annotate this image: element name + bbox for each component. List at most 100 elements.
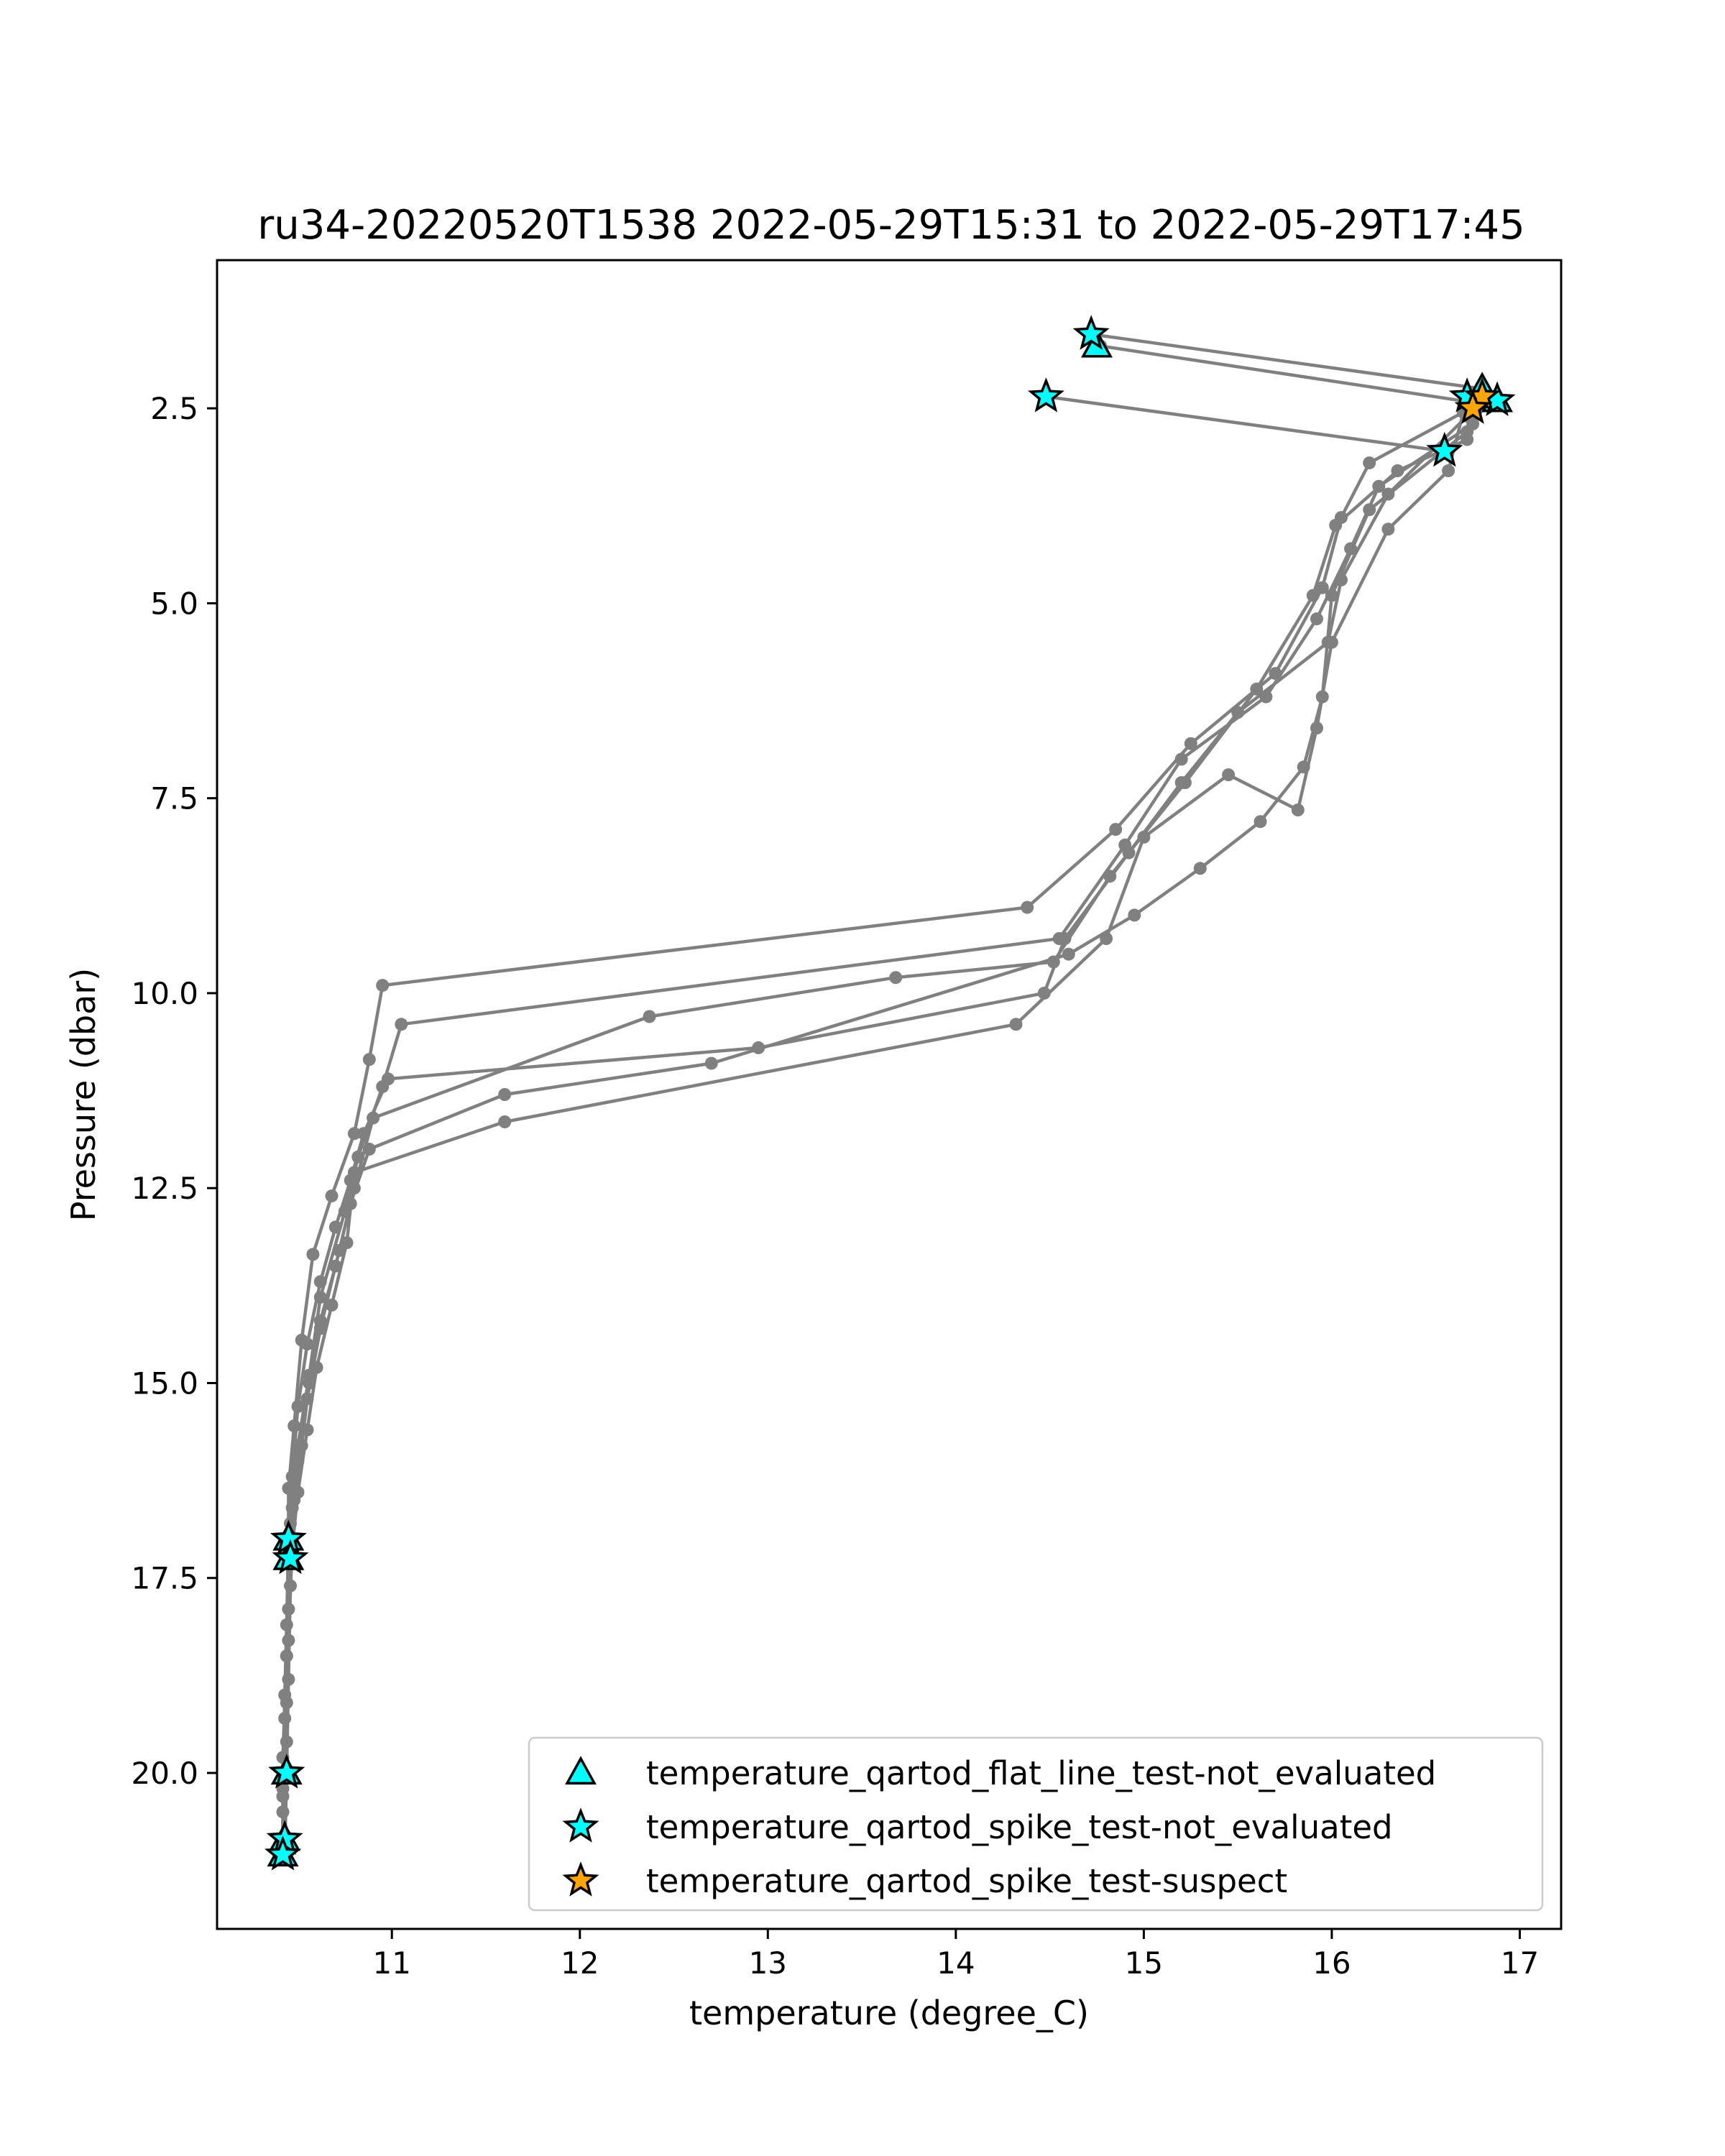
y-axis-ticks: 2.5 5.0 7.5 10.0 12.5 15.0 17.5 20.0 [131, 391, 217, 1791]
x-axis-ticks: 11 12 13 14 15 16 17 [373, 1929, 1539, 1981]
x-tick-label: 11 [373, 1945, 411, 1981]
spike-marker [268, 1754, 305, 1789]
data-point [1222, 768, 1236, 782]
data-point [340, 1236, 354, 1250]
qc-markers [264, 315, 1516, 1871]
x-axis-label: temperature (degree_C) [689, 1994, 1089, 2032]
legend-triangle-icon [565, 1756, 597, 1785]
y-tick-label: 7.5 [150, 781, 198, 816]
y-tick-label: 20.0 [131, 1756, 198, 1791]
data-point [347, 1166, 361, 1179]
spike-marker [1426, 431, 1463, 467]
spike-marker [264, 1835, 302, 1871]
legend-star-icon [562, 1807, 599, 1843]
data-point [1460, 425, 1474, 438]
legend-label: temperature_qartod_spike_test-suspect [646, 1862, 1287, 1900]
data-point [1174, 752, 1188, 766]
data-point [1391, 464, 1404, 477]
data-point [313, 1275, 327, 1289]
data-point [306, 1248, 320, 1261]
data-point [1310, 612, 1323, 626]
data-point [704, 1056, 718, 1070]
data-point [498, 1115, 512, 1128]
y-tick-label: 12.5 [131, 1171, 198, 1206]
data-point [498, 1088, 512, 1101]
data-point [325, 1299, 339, 1312]
legend-entry: temperature_qartod_spike_test-not_evalua… [562, 1807, 1393, 1846]
data-point [328, 1220, 342, 1234]
data-point [1174, 776, 1188, 789]
data-point [1381, 522, 1395, 536]
x-tick-label: 14 [937, 1945, 975, 1981]
spike-marker [1027, 377, 1064, 413]
spike-marker [1454, 389, 1491, 424]
data-point [325, 1189, 339, 1203]
data-point [362, 1053, 376, 1067]
data-point [1442, 464, 1455, 477]
data-point [1325, 589, 1338, 602]
profile-3 [276, 390, 1474, 1803]
data-point [1062, 947, 1075, 961]
legend-entry: temperature_qartod_flat_line_test-not_ev… [565, 1754, 1436, 1792]
data-point [362, 1143, 376, 1156]
data-point [1100, 932, 1113, 945]
data-point [1009, 1018, 1023, 1031]
legend: temperature_qartod_flat_line_test-not_ev… [528, 1736, 1544, 1912]
data-point [313, 1314, 327, 1327]
data-point [1231, 706, 1245, 719]
y-tick-label: 2.5 [150, 391, 198, 426]
data-point [280, 1735, 293, 1749]
y-tick-label: 10.0 [131, 976, 198, 1011]
data-point [376, 979, 390, 992]
spike-marker [272, 1539, 309, 1575]
data-point [1137, 830, 1151, 844]
data-point [291, 1485, 305, 1499]
data-point [1329, 518, 1343, 532]
chart-title: ru34-20220520T1538 2022-05-29T15:31 to 2… [257, 202, 1524, 249]
data-point [1184, 737, 1197, 750]
data-point [1315, 581, 1329, 594]
data-point [1325, 635, 1338, 649]
spike-marker [1072, 315, 1110, 350]
profile-2 [276, 339, 1493, 1858]
x-tick-label: 15 [1125, 1945, 1163, 1981]
data-point [300, 1423, 314, 1437]
profile-5 [278, 390, 1489, 1861]
legend-star-icon [562, 1861, 599, 1897]
marker-series-temperature_qartod_spike_test-not_evaluated [264, 315, 1516, 1871]
data-point [357, 1127, 370, 1141]
legend-entry: temperature_qartod_spike_test-suspect [562, 1861, 1287, 1900]
legend-box [528, 1736, 1544, 1912]
y-tick-label: 17.5 [131, 1561, 198, 1596]
profile-line [281, 395, 1469, 1797]
x-tick-label: 17 [1501, 1945, 1539, 1981]
data-point [300, 1337, 314, 1351]
x-tick-label: 16 [1312, 1945, 1351, 1981]
legend-label: temperature_qartod_flat_line_test-not_ev… [646, 1754, 1436, 1792]
data-point [282, 1634, 295, 1647]
x-tick-label: 12 [561, 1945, 599, 1981]
profile-line [282, 407, 1473, 1835]
data-point [1291, 803, 1305, 816]
data-point [1058, 932, 1072, 945]
legend-entries: temperature_qartod_flat_line_test-not_ev… [562, 1754, 1436, 1900]
profile-line [281, 332, 1484, 1789]
data-point [395, 1018, 408, 1031]
data-point [347, 1127, 361, 1141]
data-point [643, 1010, 656, 1023]
data-point [1254, 815, 1267, 829]
y-tick-label: 15.0 [131, 1365, 198, 1401]
data-point [382, 1072, 395, 1086]
x-tick-label: 13 [749, 1945, 787, 1981]
data-point [1128, 908, 1141, 922]
data-point [310, 1360, 323, 1374]
data-point [1122, 846, 1136, 860]
data-point [1363, 503, 1376, 517]
data-point [1021, 900, 1034, 914]
profile-line [281, 344, 1488, 1851]
data-point [889, 971, 903, 985]
plot-frame [216, 259, 1563, 1930]
data-point [288, 1419, 301, 1433]
data-point [1109, 823, 1123, 837]
